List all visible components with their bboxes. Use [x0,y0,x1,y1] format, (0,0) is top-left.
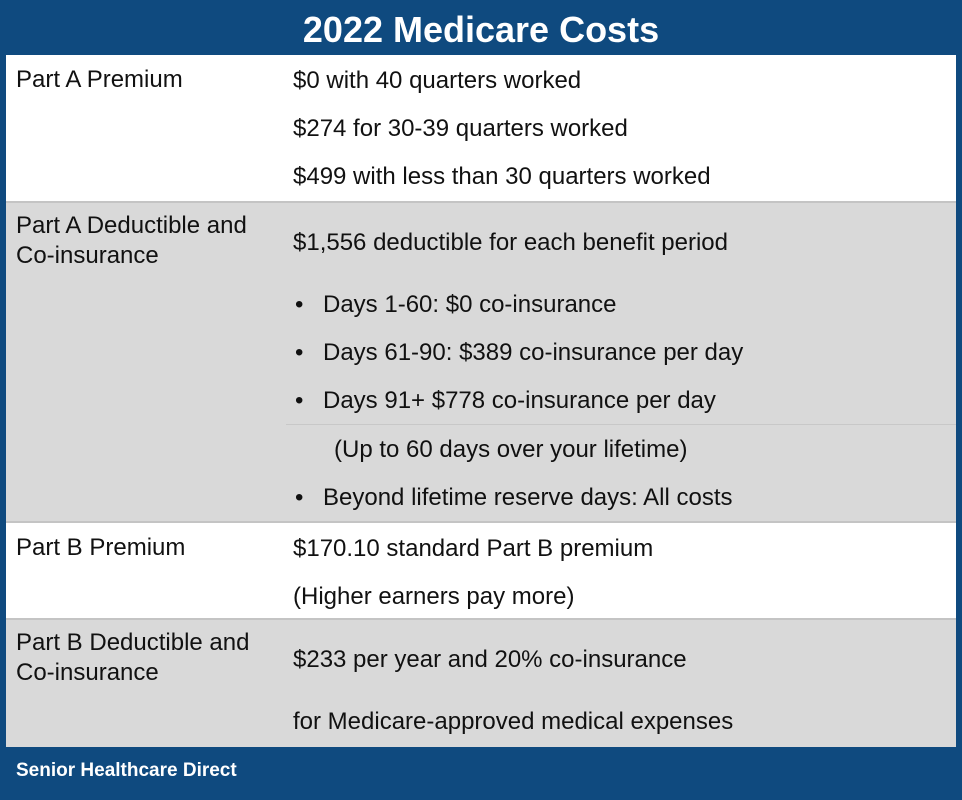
row-label-line: Co-insurance [16,242,159,269]
cost-line: (Higher earners pay more) [293,583,575,610]
bullet-item: • Days 1-60: $0 co-insurance [295,291,616,319]
note-line: (Up to 60 days over your lifetime) [334,436,688,463]
cost-line: $170.10 standard Part B premium [293,535,654,562]
row-part-a-premium: Part A Premium $0 with 40 quarters worke… [6,55,956,201]
row-label-line: Part A Deductible and [16,212,247,239]
row-label-line: Part B Deductible and [16,629,250,656]
row-part-a-deductible: Part A Deductible and Co-insurance $1,55… [6,201,956,521]
bullet-text: Beyond lifetime reserve days: All costs [323,484,733,511]
cost-line: $233 per year and 20% co-insurance [293,646,687,673]
cost-line: $499 with less than 30 quarters worked [293,163,711,190]
bullet-icon: • [295,291,304,318]
row-label: Part A Deductible and Co-insurance [16,211,247,271]
cost-line: $1,556 deductible for each benefit perio… [293,229,728,256]
divider [286,424,956,425]
row-part-b-premium: Part B Premium $170.10 standard Part B p… [6,521,956,618]
footer-brand: Senior Healthcare Direct [16,760,237,781]
row-label: Part B Premium [16,534,186,561]
bullet-item: • Days 91+ $778 co-insurance per day [295,387,716,415]
bullet-item: • Beyond lifetime reserve days: All costs [295,484,733,512]
bullet-icon: • [295,484,304,511]
cost-line: $274 for 30-39 quarters worked [293,115,628,142]
cost-line: $0 with 40 quarters worked [293,67,582,94]
bullet-icon: • [295,339,304,366]
row-label: Part B Deductible and Co-insurance [16,628,249,688]
row-part-b-deductible: Part B Deductible and Co-insurance $233 … [6,618,956,747]
page-title: 2022 Medicare Costs [302,9,660,50]
bullet-text: Days 61-90: $389 co-insurance per day [323,339,744,366]
bullet-text: Days 91+ $778 co-insurance per day [323,387,716,414]
bullet-item: • Days 61-90: $389 co-insurance per day [295,339,743,367]
row-label-line: Co-insurance [16,659,159,686]
bullet-text: Days 1-60: $0 co-insurance [323,291,617,318]
bullet-icon: • [295,387,304,414]
cost-line: for Medicare-approved medical expenses [293,708,734,735]
row-label: Part A Premium [16,66,183,93]
